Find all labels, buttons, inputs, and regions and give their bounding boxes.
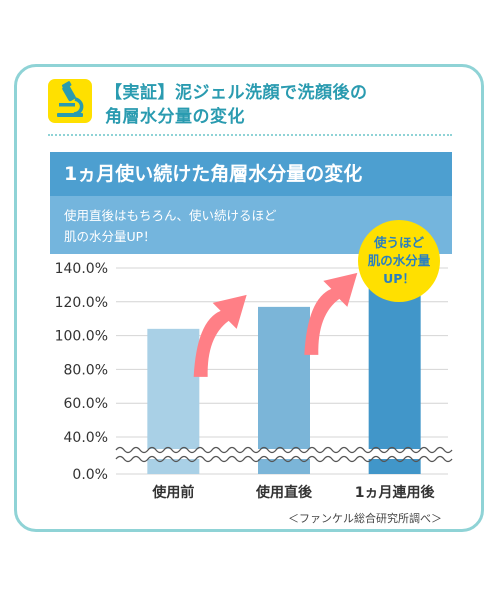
callout-line3: UP！ [383,271,415,286]
y-tick-label: 120.0% [55,295,108,311]
y-tick-label: 80.0% [64,362,108,378]
callout-line2: 肌の水分量 [367,253,431,268]
microscope-icon [57,81,84,117]
bar-3 [368,284,421,474]
axis-break-wave [115,446,453,454]
callout-bubble [358,220,440,302]
y-tick-label: 140.0% [55,261,108,277]
y-tick-label: 40.0% [64,430,108,446]
header-title-line2: 角層水分量の変化 [105,107,245,127]
x-tick-label: 使用前 [151,484,194,501]
dotted-divider [48,134,452,136]
header-title-line1: 【実証】泥ジェル洗顔で洗顔後の [105,83,368,103]
axis-break-wave [115,455,453,463]
increase-arrow-2 [304,272,358,355]
bar-2 [258,306,310,474]
x-tick-label: 1ヵ月連用後 [355,484,436,501]
callout-line1: 使うほど [373,235,424,250]
y-tick-label: 100.0% [55,329,108,345]
chart-banner-title: 1ヵ月使い続けた角層水分量の変化 [50,152,452,196]
microscope-badge [48,79,92,123]
y-tick-label: 60.0% [64,396,108,412]
subtitle-line1: 使用直後はもちろん、使い続けるほど [64,208,277,223]
subtitle-line2: 肌の水分量UP！ [64,229,156,244]
source-note: ＜ファンケル総合研究所調べ＞ [288,512,442,525]
x-tick-label: 使用直後 [255,484,313,501]
increase-arrow-1 [193,294,247,377]
y-tick-label: 0.0% [72,467,108,483]
